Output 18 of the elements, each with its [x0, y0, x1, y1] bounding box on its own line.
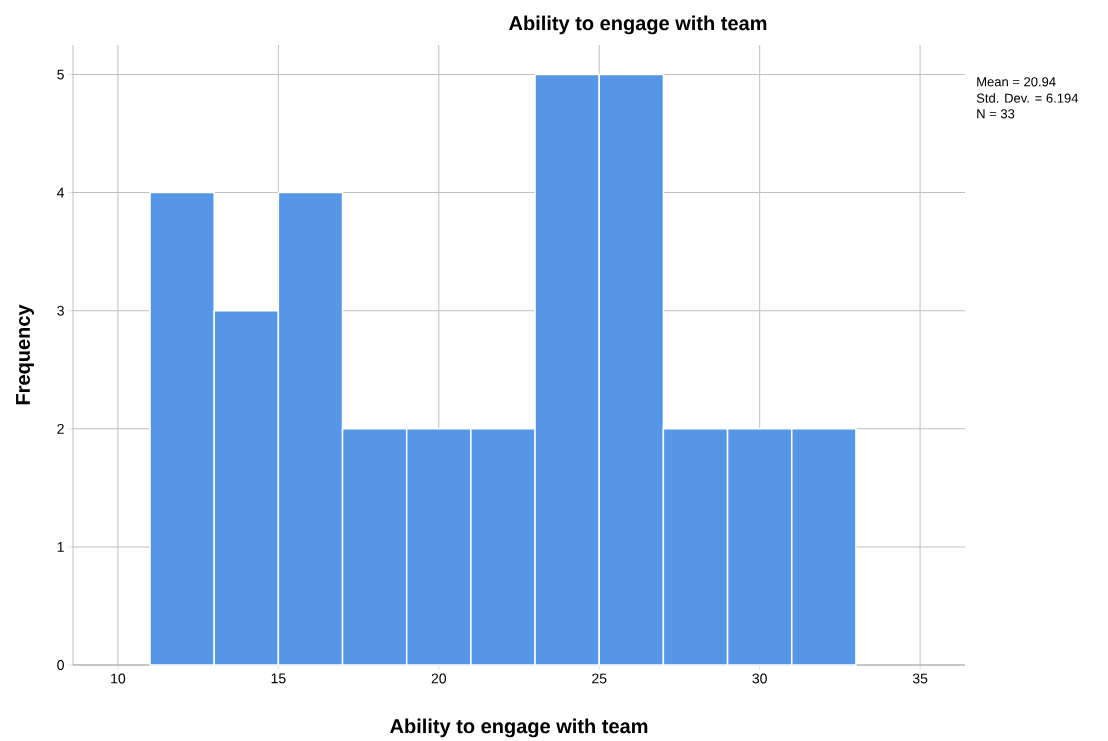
y-tick-label: 4: [57, 187, 65, 198]
x-tick-label: 10: [111, 673, 126, 684]
y-tick-label: 1: [57, 542, 64, 552]
chart-title: Ability to engage with team: [509, 15, 767, 35]
x-tick-label: 20: [431, 673, 447, 684]
x-axis-title: Ability to engage with team: [390, 718, 648, 738]
x-tick-label: 25: [592, 673, 607, 684]
text: N = 33: [977, 109, 1015, 119]
y-axis-title: Frequency: [16, 304, 34, 405]
y-tick-label: 2: [57, 424, 64, 434]
text: Std. Dev. = 6.194: [976, 93, 1079, 103]
y-tick-label: 5: [57, 69, 64, 80]
x-tick-label: 30: [752, 673, 767, 684]
x-tick-label: 15: [271, 673, 286, 684]
x-tick-label: 35: [912, 673, 928, 684]
y-tick-label: 0: [57, 660, 64, 671]
text: Mean = 20.94: [977, 77, 1056, 87]
y-tick-label: 3: [57, 305, 64, 316]
